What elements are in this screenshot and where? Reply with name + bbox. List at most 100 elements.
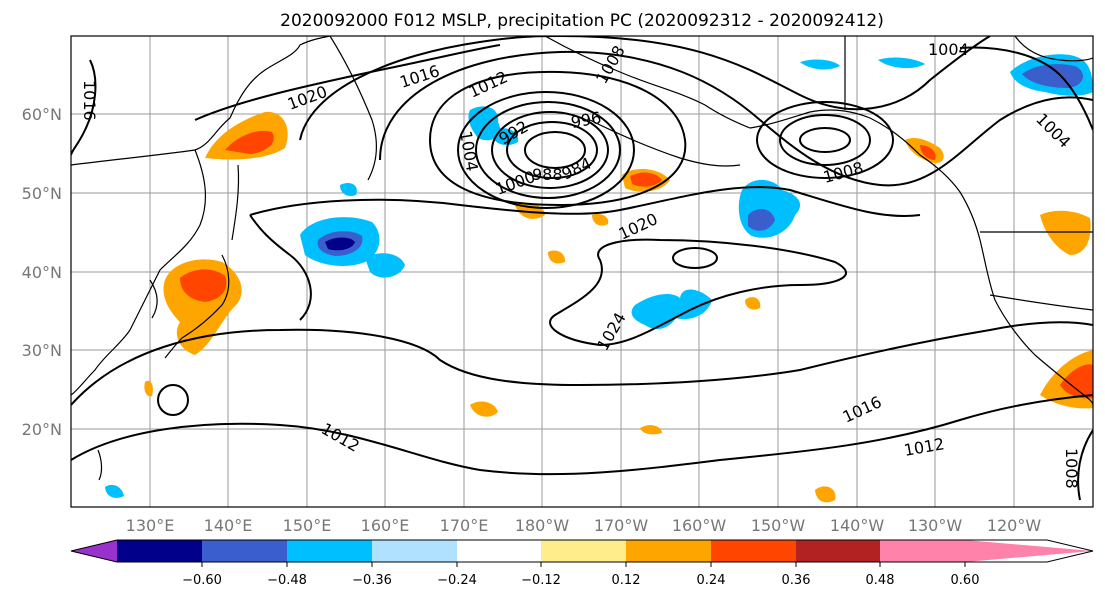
lat-label: 20°N [22, 420, 62, 439]
coast-hudson [1014, 36, 1093, 62]
colorbar-segment [457, 540, 541, 562]
colorbar-tick-label: 0.12 [612, 573, 641, 588]
precip-patch-uswest-pos [1040, 210, 1091, 255]
precip-patch-kuril-neg [340, 183, 357, 196]
precip-core-japan [180, 269, 227, 302]
precip-core-nepac-neg [748, 208, 775, 231]
precip-patch-alaska-neg [878, 57, 925, 69]
precip-patch-trop2 [640, 425, 662, 435]
precip-core2-nwpac-neg [325, 237, 355, 251]
isobar-1016-north [194, 44, 501, 121]
precip-core-canada-neg [1022, 64, 1084, 88]
coast-asia-east [71, 149, 206, 396]
colorbar-segment [796, 540, 880, 562]
longitude-labels: 130°E 140°E 150°E 160°E 170°E 180°W 170°… [126, 516, 1042, 535]
lon-label: 160°W [672, 516, 727, 535]
isobar-1008 [379, 50, 1093, 187]
colorbar-tick-label: 0.48 [866, 573, 895, 588]
contour-label: 988 [532, 165, 563, 184]
coast-korea [149, 279, 158, 319]
precip-core-mexico-pos [1060, 364, 1093, 399]
precip-patch-nwpac-neg2 [365, 253, 405, 278]
isobar-988 [506, 121, 598, 179]
colorbar-tick-label: 0.24 [697, 573, 726, 588]
isobar-1024-inner [672, 247, 718, 269]
lon-label: 150°W [751, 516, 806, 535]
precip-patch-small-pos2 [592, 214, 609, 226]
lon-label: 170°W [594, 516, 649, 535]
isobar-small-loop [157, 384, 189, 416]
colorbar-tick-label: 0.36 [782, 573, 811, 588]
isobar-1016-mid [249, 214, 312, 321]
coast-na-west [919, 154, 1093, 406]
colorbar-outline [70, 539, 1094, 563]
coast-taiwan [97, 449, 103, 481]
colorbar-segment [372, 540, 457, 562]
precip-patch-trop4 [105, 484, 124, 498]
precip-patch-aleut-neg2 [490, 128, 519, 146]
colorbar: −0.60 −0.48 −0.36 −0.24 −0.12 0.12 0.24 … [70, 539, 1094, 588]
coast-asia-north [71, 36, 331, 166]
precip-patch-trop1 [470, 401, 498, 417]
coast-alaska [544, 36, 921, 156]
lon-label: 140°W [830, 516, 885, 535]
colorbar-segment [626, 540, 711, 562]
latitude-labels: 60°N 50°N 40°N 30°N 20°N [22, 105, 62, 439]
colorbar-tick-label: −0.24 [437, 573, 477, 588]
precip-patch-subtrop-neg [631, 289, 712, 330]
colorbar-tick-label: −0.36 [352, 573, 392, 588]
precip-core-gulf-pos [630, 172, 662, 187]
lon-label: 140°E [204, 516, 253, 535]
lon-label: 160°E [361, 516, 410, 535]
isobar-1008-se [1077, 429, 1093, 501]
colorbar-segment [711, 540, 796, 562]
isobar-1016-south [71, 321, 1093, 406]
isobar-1012-south [71, 394, 1093, 476]
lon-label: 120°W [987, 516, 1042, 535]
contour-label: 1004 [928, 40, 969, 59]
isobar-1020 [249, 186, 921, 217]
colorbar-tick-label: −0.48 [267, 573, 307, 588]
isobar-1000 [457, 91, 635, 209]
lat-label: 40°N [22, 263, 62, 282]
precip-core-bc-pos [920, 145, 936, 160]
isobar-1016-west [71, 59, 97, 156]
isobar-1004 [428, 70, 687, 207]
lat-label: 60°N [22, 105, 62, 124]
contour-label: 1016 [80, 80, 99, 121]
colorbar-segment [202, 540, 287, 562]
isobar-1004-ne [959, 46, 1093, 131]
coast-japan [164, 254, 230, 359]
lon-label: 130°W [908, 516, 963, 535]
colorbar-tick-labels: −0.60 −0.48 −0.36 −0.24 −0.12 0.12 0.24 … [182, 573, 979, 588]
coastlines [71, 36, 1093, 481]
colorbar-segment [287, 540, 372, 562]
lat-label: 50°N [22, 184, 62, 203]
colorbar-tick-label: −0.12 [521, 573, 561, 588]
precip-patch-trop3 [815, 486, 836, 503]
colorbar-tick-label: −0.60 [182, 573, 222, 588]
figure-title: 2020092000 F012 MSLP, precipitation PC (… [280, 11, 884, 31]
isobar-low2-inner [799, 127, 851, 153]
map-panel: 1016 1016 1020 1012 1008 1004 1004 992 9… [70, 35, 1094, 508]
precip-patch-small-pos1 [548, 250, 566, 264]
map-frame [70, 35, 1094, 508]
lon-label: 150°E [283, 516, 332, 535]
precip-patch-alaska-neg2 [800, 59, 840, 70]
coast-sakhalin [231, 164, 240, 241]
colorbar-segment [117, 540, 202, 562]
colorbar-tick-marks [201, 562, 966, 567]
colorbar-tick-label: 0.60 [951, 573, 980, 588]
contour-label: 1008 [1062, 448, 1081, 489]
isobar-1008-east [756, 101, 894, 179]
isobar-1024 [549, 238, 848, 347]
border-us-mexico [989, 294, 1093, 311]
colorbar-extend-max [880, 540, 1093, 562]
isobar-984 [524, 131, 586, 169]
precip-core-okhotsk [225, 130, 274, 154]
lon-label: 130°E [126, 516, 175, 535]
isobar-992 [491, 111, 609, 189]
lon-label: 170°E [440, 516, 489, 535]
